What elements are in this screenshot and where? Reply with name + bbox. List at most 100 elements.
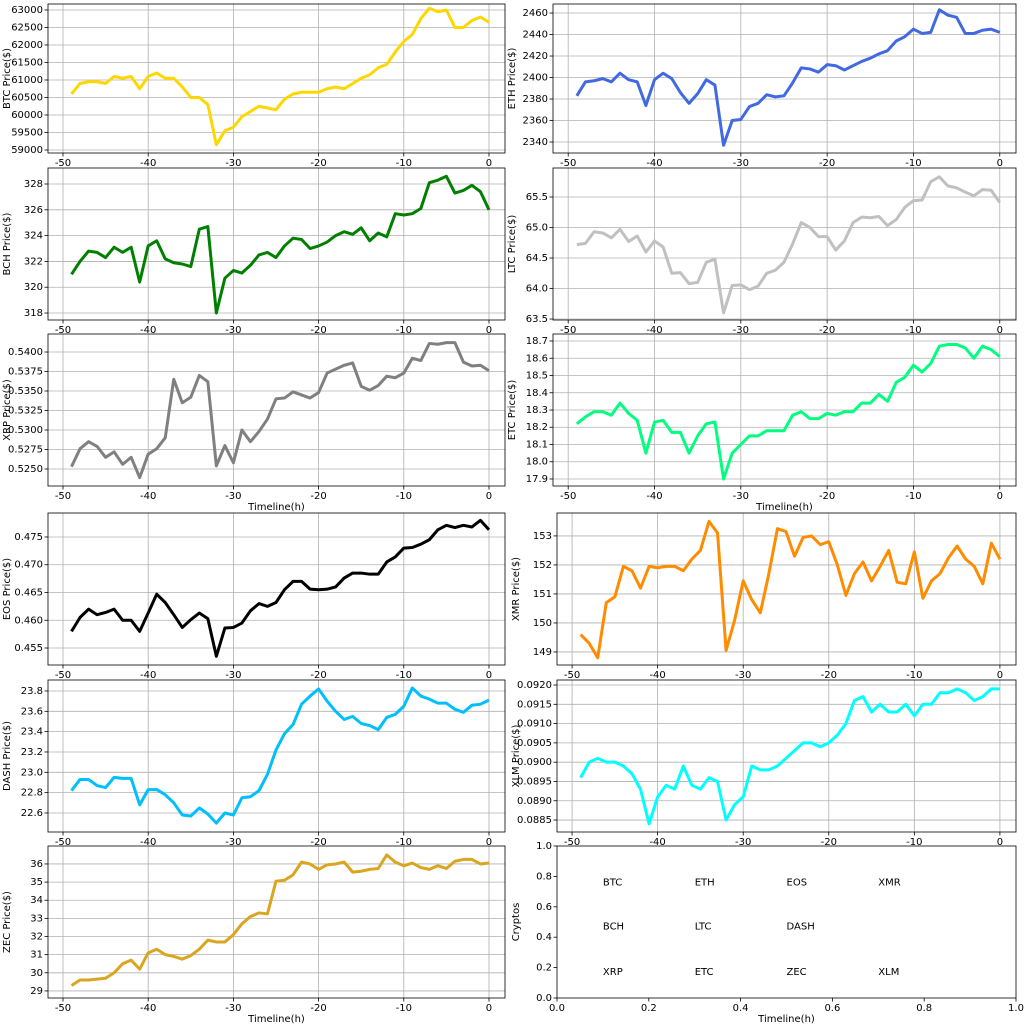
x-tick-label: -30 bbox=[733, 325, 749, 336]
x-tick-label: -40 bbox=[140, 325, 156, 336]
x-tick-label: -20 bbox=[310, 670, 326, 681]
x-tick-label: -20 bbox=[310, 158, 326, 169]
x-tick-label: -10 bbox=[396, 491, 412, 502]
legend-entry: XLM bbox=[878, 967, 899, 978]
x-axis-label: Timeline(h) bbox=[247, 1014, 305, 1024]
y-tick-label: 2380 bbox=[523, 94, 548, 105]
y-tick-label: 0.2 bbox=[536, 963, 552, 974]
y-axis-label: DASH Price($) bbox=[2, 721, 13, 791]
y-axis-label: LTC Price($) bbox=[507, 215, 518, 274]
price-line bbox=[70, 174, 491, 315]
y-tick-label: 61000 bbox=[11, 75, 43, 86]
x-tick-label: 0.2 bbox=[641, 1003, 657, 1014]
y-tick-label: 1.0 bbox=[536, 841, 552, 852]
x-tick-label: -30 bbox=[225, 325, 241, 336]
x-tick-label: -30 bbox=[225, 491, 241, 502]
y-tick-label: 2340 bbox=[523, 137, 548, 148]
axes-frame bbox=[556, 845, 1017, 999]
y-tick-label: 2420 bbox=[523, 51, 548, 62]
y-tick-label: 23.6 bbox=[21, 706, 43, 717]
y-tick-label: 23.0 bbox=[21, 767, 43, 778]
x-axis-label: Timeline(h) bbox=[755, 502, 813, 513]
price-line bbox=[70, 686, 490, 825]
x-tick-label: 0 bbox=[486, 670, 492, 681]
y-tick-label: 2360 bbox=[523, 116, 548, 127]
y-axis-label: XMR Price($) bbox=[511, 557, 522, 621]
x-tick-label: -40 bbox=[140, 670, 156, 681]
x-tick-label: 0.8 bbox=[916, 1003, 932, 1014]
x-tick-label: -50 bbox=[55, 1003, 71, 1014]
y-axis-label: ETC Price($) bbox=[507, 380, 518, 441]
y-axis-label: Cryptos bbox=[511, 903, 522, 942]
y-tick-label: 326 bbox=[24, 205, 43, 216]
x-tick-label: -40 bbox=[646, 158, 662, 169]
axes-frame bbox=[47, 3, 506, 154]
legend-entry: XRP bbox=[603, 967, 623, 978]
y-tick-label: 322 bbox=[24, 256, 43, 267]
panel: -50 -40 -30 -20 -10 0 17.9 18.0 18.1 18.2 18.3 18.4… bbox=[507, 333, 1017, 513]
panel: -50 -40 -30 -20 -10 0 2340 2360 2380 2400 2420 2440… bbox=[507, 3, 1017, 169]
x-tick-label: 0.0 bbox=[549, 1003, 565, 1014]
x-tick-label: -40 bbox=[646, 491, 662, 502]
y-tick-label: 64.5 bbox=[526, 253, 548, 264]
y-tick-label: 32 bbox=[30, 932, 43, 943]
y-axis-label: ETH Price($) bbox=[507, 48, 518, 110]
y-tick-label: 153 bbox=[533, 531, 552, 542]
x-tick-label: -30 bbox=[225, 837, 241, 848]
price-line bbox=[579, 519, 1002, 660]
price-line bbox=[70, 853, 490, 987]
x-tick-label: -30 bbox=[225, 1003, 241, 1014]
x-tick-label: -10 bbox=[905, 325, 921, 336]
x-tick-label: 0 bbox=[997, 670, 1003, 681]
y-tick-label: 33 bbox=[30, 913, 43, 924]
y-tick-label: 31 bbox=[30, 950, 43, 961]
y-tick-label: 22.6 bbox=[21, 808, 43, 819]
panel: 0.0 0.2 0.4 0.6 0.8 1.0 0.0 0.2 0.4 0.6 0.8 1.0 Cryp… bbox=[511, 841, 1024, 1024]
panel: -50 -40 -30 -20 -10 0 149 150 151 152 153 XMR Price… bbox=[511, 512, 1017, 681]
axes-frame bbox=[552, 167, 1017, 321]
panel: -50 -40 -30 -20 -10 0 29 30 31 32 33 34 35 36 ZEC Pric… bbox=[2, 845, 506, 1024]
x-tick-label: -20 bbox=[819, 491, 835, 502]
panel: -50 -40 -30 -20 -10 0 22.6 22.8 23.0 23.2 23.4 23.6… bbox=[2, 679, 506, 848]
y-tick-label: 63.5 bbox=[526, 314, 548, 325]
x-tick-label: -10 bbox=[396, 325, 412, 336]
x-tick-label: 0.6 bbox=[824, 1003, 840, 1014]
price-line bbox=[70, 6, 490, 147]
y-axis-label: EOS Price($) bbox=[2, 558, 13, 620]
x-tick-label: -50 bbox=[560, 325, 576, 336]
x-tick-label: -50 bbox=[564, 837, 580, 848]
y-tick-label: 151 bbox=[533, 589, 552, 600]
x-tick-label: 0 bbox=[997, 158, 1003, 169]
x-tick-label: -50 bbox=[55, 325, 71, 336]
y-tick-label: 0.0890 bbox=[517, 796, 552, 807]
y-tick-label: 0.465 bbox=[14, 587, 43, 598]
y-tick-label: 61500 bbox=[11, 57, 43, 68]
x-tick-label: -30 bbox=[225, 158, 241, 169]
legend-entry: ETC bbox=[695, 967, 714, 978]
panel: -50 -40 -30 -20 -10 0 63.5 64.0 64.5 65.0 65.5 LTC … bbox=[507, 167, 1017, 336]
price-line bbox=[70, 518, 491, 658]
y-tick-label: 30 bbox=[30, 968, 43, 979]
panel: -50 -40 -30 -20 -10 0 0.5250 0.5275 0.5300 0.5325… bbox=[2, 333, 506, 513]
x-tick-label: 0.4 bbox=[733, 1003, 749, 1014]
axes-frame bbox=[556, 512, 1017, 666]
y-tick-label: 34 bbox=[30, 895, 43, 906]
panel: -50 -40 -30 -20 -10 0 0.455 0.460 0.465 0.470 0.47… bbox=[2, 512, 506, 681]
y-tick-label: 149 bbox=[533, 647, 552, 658]
x-tick-label: -50 bbox=[55, 670, 71, 681]
y-tick-label: 18.2 bbox=[526, 422, 548, 433]
y-tick-label: 2460 bbox=[523, 8, 548, 19]
x-tick-label: -20 bbox=[819, 158, 835, 169]
y-tick-label: 23.4 bbox=[21, 727, 43, 738]
price-line bbox=[70, 341, 490, 480]
x-tick-label: -30 bbox=[225, 670, 241, 681]
y-tick-label: 18.3 bbox=[526, 405, 548, 416]
y-tick-label: 29 bbox=[30, 986, 43, 997]
x-tick-label: -50 bbox=[55, 158, 71, 169]
y-tick-label: 324 bbox=[24, 231, 43, 242]
y-axis-label: ZEC Price($) bbox=[2, 891, 13, 953]
x-tick-label: 0 bbox=[486, 158, 492, 169]
y-tick-label: 0.0920 bbox=[517, 680, 552, 691]
x-tick-label: -10 bbox=[906, 670, 922, 681]
